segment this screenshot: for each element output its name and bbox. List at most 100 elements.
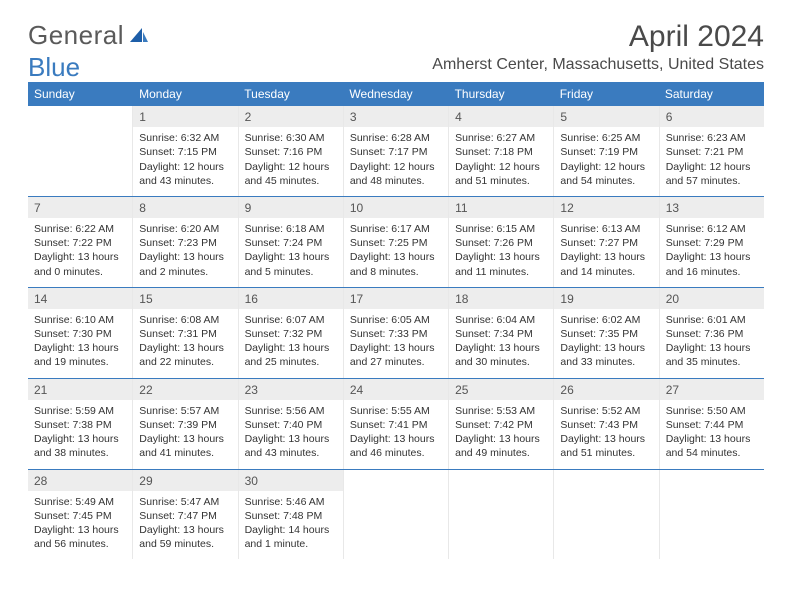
- sunset-line: Sunset: 7:44 PM: [666, 418, 758, 432]
- daylight-line: and 45 minutes.: [245, 174, 337, 188]
- sunset-line: Sunset: 7:34 PM: [455, 327, 547, 341]
- week-row: 7Sunrise: 6:22 AMSunset: 7:22 PMDaylight…: [28, 197, 764, 288]
- sunset-line: Sunset: 7:41 PM: [350, 418, 442, 432]
- sunset-line: Sunset: 7:24 PM: [245, 236, 337, 250]
- sunrise-line: Sunrise: 6:02 AM: [560, 313, 652, 327]
- daylight-line: and 22 minutes.: [139, 355, 231, 369]
- sunset-line: Sunset: 7:33 PM: [350, 327, 442, 341]
- sunset-line: Sunset: 7:16 PM: [245, 145, 337, 159]
- daylight-line: and 51 minutes.: [560, 446, 652, 460]
- day-cell: 24Sunrise: 5:55 AMSunset: 7:41 PMDayligh…: [344, 379, 449, 469]
- day-cell: 5Sunrise: 6:25 AMSunset: 7:19 PMDaylight…: [554, 106, 659, 196]
- daylight-line: and 35 minutes.: [666, 355, 758, 369]
- day-cell: 4Sunrise: 6:27 AMSunset: 7:18 PMDaylight…: [449, 106, 554, 196]
- daylight-line: Daylight: 13 hours: [666, 341, 758, 355]
- day-number: 17: [344, 288, 448, 309]
- day-number: 13: [660, 197, 764, 218]
- sunset-line: Sunset: 7:39 PM: [139, 418, 231, 432]
- month-title: April 2024: [432, 20, 764, 54]
- day-number: 6: [660, 106, 764, 127]
- sunrise-line: Sunrise: 5:46 AM: [245, 495, 337, 509]
- sunrise-line: Sunrise: 6:13 AM: [560, 222, 652, 236]
- sunrise-line: Sunrise: 6:18 AM: [245, 222, 337, 236]
- day-cell: 16Sunrise: 6:07 AMSunset: 7:32 PMDayligh…: [239, 288, 344, 378]
- sunset-line: Sunset: 7:38 PM: [34, 418, 126, 432]
- day-cell: 28Sunrise: 5:49 AMSunset: 7:45 PMDayligh…: [28, 470, 133, 560]
- day-number: 28: [28, 470, 132, 491]
- week-row: 21Sunrise: 5:59 AMSunset: 7:38 PMDayligh…: [28, 379, 764, 470]
- daylight-line: Daylight: 13 hours: [455, 250, 547, 264]
- sunrise-line: Sunrise: 6:10 AM: [34, 313, 126, 327]
- sunset-line: Sunset: 7:29 PM: [666, 236, 758, 250]
- day-cell: 8Sunrise: 6:20 AMSunset: 7:23 PMDaylight…: [133, 197, 238, 287]
- dow-cell: Sunday: [28, 82, 133, 106]
- daylight-line: Daylight: 13 hours: [139, 523, 231, 537]
- sunset-line: Sunset: 7:47 PM: [139, 509, 231, 523]
- day-number: 15: [133, 288, 237, 309]
- daylight-line: Daylight: 13 hours: [560, 432, 652, 446]
- sunset-line: Sunset: 7:32 PM: [245, 327, 337, 341]
- daylight-line: and 48 minutes.: [350, 174, 442, 188]
- sunrise-line: Sunrise: 6:22 AM: [34, 222, 126, 236]
- dow-cell: Thursday: [449, 82, 554, 106]
- sunrise-line: Sunrise: 6:15 AM: [455, 222, 547, 236]
- sunrise-line: Sunrise: 6:20 AM: [139, 222, 231, 236]
- daylight-line: Daylight: 12 hours: [666, 160, 758, 174]
- sunrise-line: Sunrise: 5:57 AM: [139, 404, 231, 418]
- day-number: 2: [239, 106, 343, 127]
- daylight-line: Daylight: 13 hours: [34, 432, 126, 446]
- daylight-line: Daylight: 13 hours: [350, 250, 442, 264]
- day-cell: 30Sunrise: 5:46 AMSunset: 7:48 PMDayligh…: [239, 470, 344, 560]
- week-row: 14 Sunrise: 6:10 AMSunset: 7:30 PM Dayligh…: [28, 288, 764, 379]
- sunset-line: Sunset: 7:22 PM: [34, 236, 126, 250]
- day-number: 4: [449, 106, 553, 127]
- dow-cell: Wednesday: [343, 82, 448, 106]
- sunrise-line: Sunrise: 6:04 AM: [455, 313, 547, 327]
- day-cell: 25Sunrise: 5:53 AMSunset: 7:42 PMDayligh…: [449, 379, 554, 469]
- daylight-line: and 46 minutes.: [350, 446, 442, 460]
- sunset-line: Sunset: 7:17 PM: [350, 145, 442, 159]
- sunset-line: Sunset: 7:42 PM: [455, 418, 547, 432]
- daylight-line: and 2 minutes.: [139, 265, 231, 279]
- day-cell: 23Sunrise: 5:56 AMSunset: 7:40 PMDayligh…: [239, 379, 344, 469]
- day-cell: [344, 470, 449, 560]
- day-cell: 12Sunrise: 6:13 AMSunset: 7:27 PMDayligh…: [554, 197, 659, 287]
- day-number: 12: [554, 197, 658, 218]
- sunset-line: Sunset: 7:45 PM: [34, 509, 126, 523]
- day-cell: 1Sunrise: 6:32 AMSunset: 7:15 PMDaylight…: [133, 106, 238, 196]
- sunrise-line: Sunrise: 6:12 AM: [666, 222, 758, 236]
- sunrise-line: Sunrise: 6:01 AM: [666, 313, 758, 327]
- location-subtitle: Amherst Center, Massachusetts, United St…: [432, 56, 764, 74]
- day-cell: 21Sunrise: 5:59 AMSunset: 7:38 PMDayligh…: [28, 379, 133, 469]
- daylight-line: Daylight: 13 hours: [666, 432, 758, 446]
- daylight-line: Daylight: 12 hours: [139, 160, 231, 174]
- daylight-line: and 33 minutes.: [560, 355, 652, 369]
- calendar-page: General April 2024 Amherst Center, Massa…: [0, 0, 792, 579]
- daylight-line: and 5 minutes.: [245, 265, 337, 279]
- day-number: 14: [28, 288, 132, 309]
- week-row: 28Sunrise: 5:49 AMSunset: 7:45 PMDayligh…: [28, 470, 764, 560]
- day-of-week-header: SundayMondayTuesdayWednesdayThursdayFrid…: [28, 82, 764, 106]
- sunrise-line: Sunrise: 5:47 AM: [139, 495, 231, 509]
- sunrise-line: Sunrise: 6:30 AM: [245, 131, 337, 145]
- day-cell: [660, 470, 764, 560]
- sunrise-line: Sunrise: 5:55 AM: [350, 404, 442, 418]
- day-cell: 17Sunrise: 6:05 AMSunset: 7:33 PMDayligh…: [344, 288, 449, 378]
- sunset-line: Sunset: 7:26 PM: [455, 236, 547, 250]
- sunset-line: Sunset: 7:31 PM: [139, 327, 231, 341]
- sunset-line: Sunset: 7:30 PM: [34, 327, 126, 341]
- sunset-line: Sunset: 7:48 PM: [245, 509, 337, 523]
- sunrise-line: Sunrise: 6:27 AM: [455, 131, 547, 145]
- daylight-line: and 54 minutes.: [666, 446, 758, 460]
- daylight-line: and 59 minutes.: [139, 537, 231, 551]
- day-number: 23: [239, 379, 343, 400]
- daylight-line: Daylight: 13 hours: [455, 341, 547, 355]
- day-number: 9: [239, 197, 343, 218]
- daylight-line: Daylight: 12 hours: [350, 160, 442, 174]
- daylight-line: and 41 minutes.: [139, 446, 231, 460]
- daylight-line: Daylight: 13 hours: [34, 250, 126, 264]
- daylight-line: and 43 minutes.: [245, 446, 337, 460]
- sunset-line: Sunset: 7:25 PM: [350, 236, 442, 250]
- daylight-line: Daylight: 13 hours: [455, 432, 547, 446]
- sunrise-line: Sunrise: 5:56 AM: [245, 404, 337, 418]
